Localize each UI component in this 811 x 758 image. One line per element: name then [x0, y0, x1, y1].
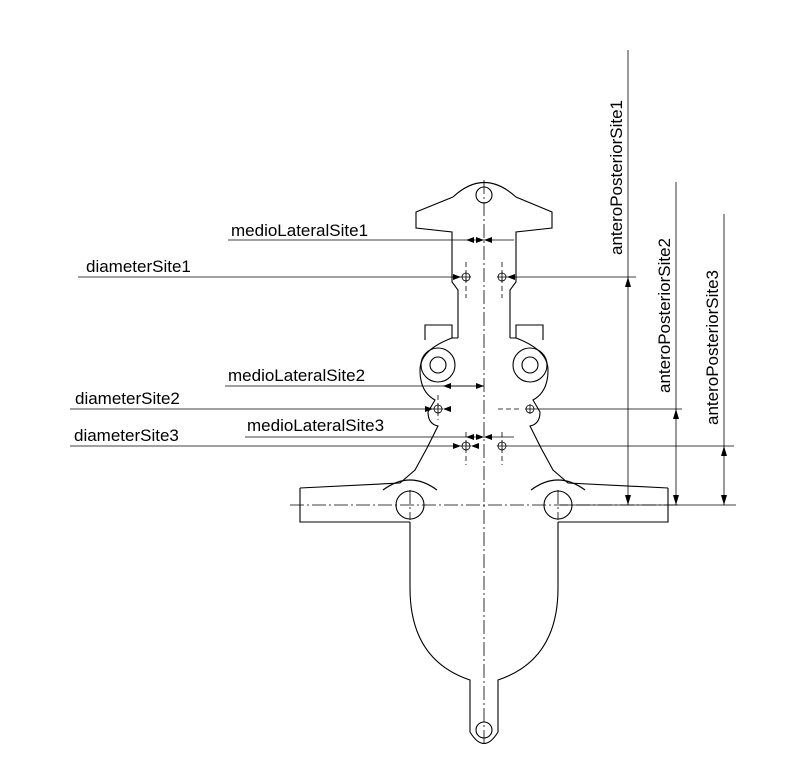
label-medio-lateral-site3: medioLateralSite3 [247, 416, 384, 435]
label-diameter-site1: diameterSite1 [86, 257, 191, 276]
hole-site2-left [433, 404, 443, 414]
label-diameter-site2: diameterSite2 [75, 389, 180, 408]
site-holes [433, 272, 535, 451]
label-medio-lateral-site2: medioLateralSite2 [228, 366, 365, 385]
centerlines [290, 180, 680, 745]
arrowheads [425, 237, 727, 505]
hole-site3-right [497, 441, 507, 451]
hole-site1-left [461, 272, 471, 282]
label-antero-posterior-site2: anteroPosteriorSite2 [655, 238, 674, 393]
labels: medioLateralSite1 diameterSite1 medioLat… [74, 100, 722, 445]
hole-site3-left [461, 441, 471, 451]
hole-site1-right [497, 272, 507, 282]
label-antero-posterior-site3: anteroPosteriorSite3 [703, 270, 722, 425]
label-antero-posterior-site1: anteroPosteriorSite1 [607, 100, 626, 255]
hole-site2-right [525, 404, 535, 414]
label-medio-lateral-site1: medioLateralSite1 [231, 221, 368, 240]
label-diameter-site3: diameterSite3 [74, 426, 179, 445]
hidden-lines [437, 262, 520, 465]
